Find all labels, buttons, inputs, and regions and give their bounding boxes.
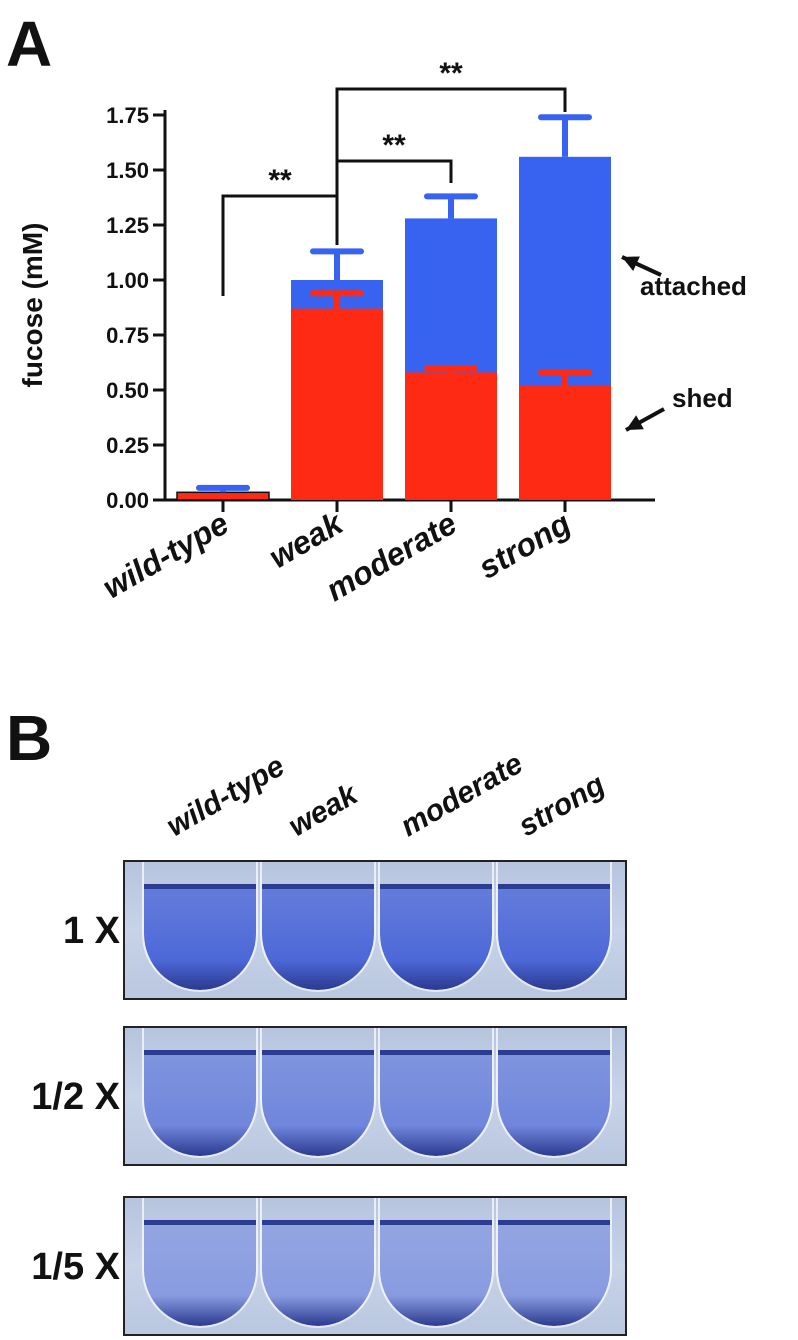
tube-row-label: 1/5 X [31, 1246, 120, 1288]
y-tick-label: 1.00 [106, 268, 149, 293]
tube-row-label: 1 X [62, 910, 120, 952]
tube-wild-type [142, 1028, 258, 1158]
y-tick-label: 0.00 [106, 488, 149, 513]
tube-moderate [378, 1028, 494, 1158]
tube-liquid [498, 1220, 610, 1326]
tube-liquid [262, 1050, 374, 1156]
x-tick-label-wild-type: wild-type [96, 505, 234, 606]
y-tick-label: 0.50 [106, 378, 149, 403]
tube-liquid [144, 884, 256, 990]
bar-chart: fucose (mM) 0.00 0.25 0.50 0.75 1.00 1.25 1.50… [17, 57, 747, 608]
tube-strong [496, 862, 612, 992]
tube-strong [496, 1028, 612, 1158]
tube-weak [260, 1198, 376, 1328]
tube-weak [260, 862, 376, 992]
y-tick-label: 0.25 [106, 433, 149, 458]
bar-shed-moderate [405, 372, 497, 500]
tube-column-label-wild-type: wild-type [161, 749, 291, 844]
tube-wild-type [142, 1198, 258, 1328]
tube-photo-row [123, 860, 627, 1000]
tube-moderate [378, 862, 494, 992]
y-axis-label-group: fucose (mM) [17, 223, 48, 388]
tube-liquid [498, 884, 610, 990]
annotation-label-shed: shed [672, 383, 733, 413]
tube-strong [496, 1198, 612, 1328]
tube-liquid [262, 1220, 374, 1326]
bar-shed-wild-type [177, 493, 269, 500]
tube-photo-row [123, 1196, 627, 1336]
y-axis-label: fucose (mM) [17, 223, 48, 388]
x-tick-label-strong: strong [472, 505, 576, 586]
y-tick-label: 1.50 [106, 158, 149, 183]
significance-bracket [335, 159, 453, 245]
annotation-arrow-head [626, 415, 644, 430]
x-tick-label-weak: weak [263, 504, 351, 575]
tube-liquid [144, 1050, 256, 1156]
tube-moderate [378, 1198, 494, 1328]
tube-liquid [498, 1050, 610, 1156]
panel-b-letter: B [6, 702, 53, 774]
tube-column-label-strong: strong [513, 767, 611, 844]
annotation-arrow-head [622, 256, 640, 271]
significance-label: ** [382, 129, 406, 162]
tube-column-label-moderate: moderate [395, 747, 529, 844]
tube-liquid [380, 884, 492, 990]
annotation-label-attached: attached [640, 271, 747, 301]
tube-column-label-weak: weak [283, 777, 364, 844]
tube-liquid [380, 1220, 492, 1326]
y-tick-label: 1.25 [106, 213, 149, 238]
tube-liquid [380, 1050, 492, 1156]
bar-shed-strong [519, 385, 611, 500]
tube-liquid [144, 1220, 256, 1326]
x-tick-label-moderate: moderate [320, 505, 463, 608]
tube-weak [260, 1028, 376, 1158]
significance-label: ** [439, 57, 463, 90]
panel-a-letter: A [6, 8, 53, 80]
bar-shed-weak [291, 308, 383, 500]
tube-liquid [262, 884, 374, 990]
tube-photo-row [123, 1026, 627, 1166]
tube-wild-type [142, 862, 258, 992]
y-tick-label: 0.75 [106, 323, 149, 348]
significance-bracket [335, 87, 567, 161]
tube-row-label: 1/2 X [31, 1076, 120, 1118]
y-tick-label: 1.75 [106, 103, 149, 128]
significance-label: ** [268, 164, 292, 197]
